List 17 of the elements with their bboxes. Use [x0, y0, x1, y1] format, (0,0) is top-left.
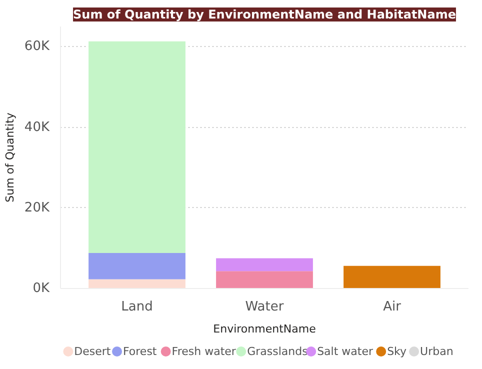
- legend-label: Fresh water: [172, 345, 236, 358]
- legend-label: Urban: [420, 345, 454, 358]
- x-tick-label: Water: [245, 300, 284, 314]
- legend-label: Salt water: [317, 345, 374, 358]
- y-tick-label: 60K: [24, 39, 50, 54]
- x-tick-label: Land: [121, 300, 153, 314]
- chart-title: Sum of Quantity by EnvironmentName and HabitatName: [73, 8, 456, 22]
- legend-label: Forest: [122, 345, 158, 358]
- x-axis-title: EnvironmentName: [213, 322, 316, 336]
- y-tick-label: 20K: [24, 200, 50, 216]
- x-tick-label: Air: [383, 300, 402, 314]
- legend-label: Sky: [387, 345, 408, 358]
- y-tick-label: 40K: [24, 120, 50, 135]
- legend-label: Desert: [74, 345, 112, 358]
- y-tick-label: 0K: [32, 281, 50, 296]
- y-axis-title: Sum of Quantity: [3, 112, 16, 202]
- legend-label: Grasslands: [247, 345, 308, 358]
